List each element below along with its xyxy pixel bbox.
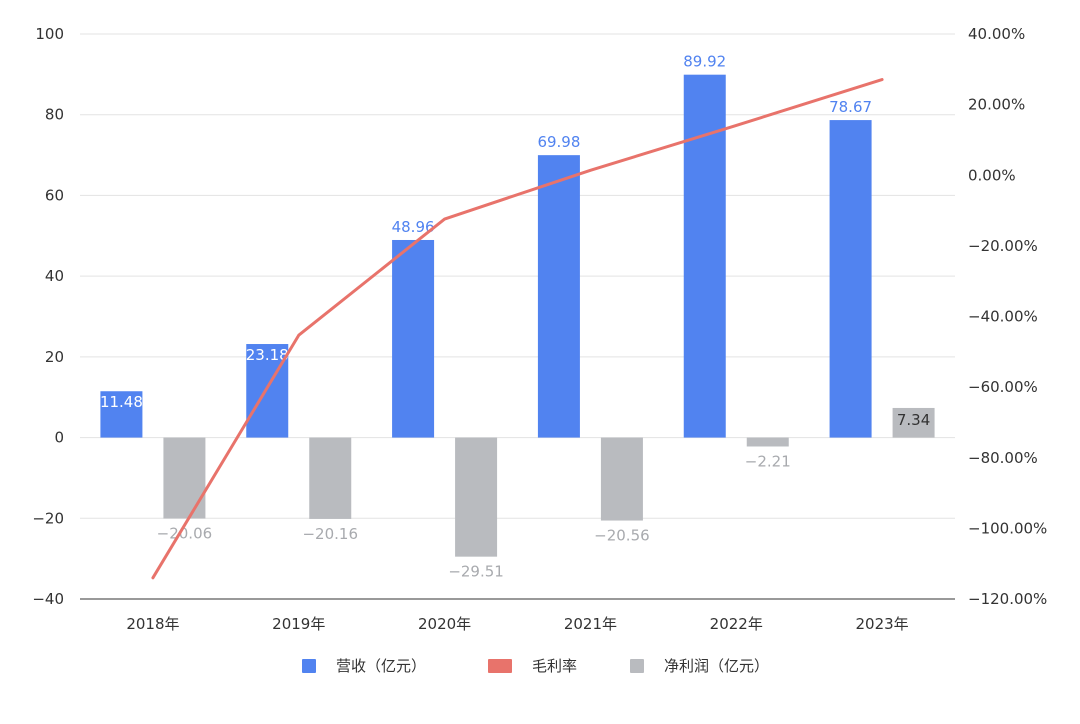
revenue-data-label: 78.67 (829, 98, 872, 116)
revenue-data-label: 89.92 (683, 53, 726, 71)
y-left-tick-label: −20 (32, 509, 64, 527)
net-profit-data-label: −2.21 (745, 452, 791, 470)
net-profit-bar (892, 407, 935, 438)
y-right-tick-label: 20.00% (968, 96, 1025, 114)
net-profit-bar (455, 437, 498, 557)
net-profit-data-label: 7.34 (897, 411, 930, 429)
y-left-tick-label: 0 (54, 429, 64, 447)
y-right-tick-label: −120.00% (968, 590, 1047, 608)
net-profit-data-label: −20.06 (157, 525, 213, 543)
legend-revenue-label: 营收（亿元） (336, 657, 426, 675)
x-tick-label: 2022年 (710, 615, 763, 633)
net-profit-bar (163, 437, 206, 519)
revenue-bar (100, 391, 143, 438)
y-right-tick-label: −60.00% (968, 378, 1038, 396)
revenue-bar (829, 120, 872, 438)
net-profit-bar (309, 437, 352, 519)
net-profit-bar (746, 437, 789, 447)
gross-margin-line (151, 78, 884, 580)
legend-net-profit-swatch (630, 659, 644, 673)
x-tick-label: 2019年 (272, 615, 325, 633)
revenue-bar (537, 155, 580, 438)
legend-revenue-swatch (302, 659, 316, 673)
y-right-tick-label: −20.00% (968, 237, 1038, 255)
y-left-tick-label: 100 (35, 25, 64, 43)
y-right-tick-label: 0.00% (968, 166, 1016, 184)
y-right-tick-label: −80.00% (968, 449, 1038, 467)
y-right-tick-label: −40.00% (968, 308, 1038, 326)
revenue-data-label: 48.96 (392, 218, 435, 236)
x-tick-label: 2020年 (418, 615, 471, 633)
legend-gross-margin-label: 毛利率 (532, 657, 577, 675)
y-right-tick-label: 40.00% (968, 25, 1025, 43)
y-left-tick-label: 40 (45, 267, 64, 285)
x-tick-label: 2021年 (564, 615, 617, 633)
y-left-tick-label: 60 (45, 186, 64, 204)
net-profit-data-label: −29.51 (448, 563, 504, 581)
y-left-tick-label: 20 (45, 348, 64, 366)
y-right-tick-label: −100.00% (968, 519, 1047, 537)
revenue-data-label: 69.98 (537, 133, 580, 151)
revenue-data-label: 23.18 (246, 346, 289, 364)
revenue-bar (392, 239, 435, 438)
legend-net-profit-label: 净利润（亿元） (664, 657, 769, 675)
revenue-bar (246, 344, 289, 438)
x-tick-label: 2023年 (855, 615, 908, 633)
y-left-tick-label: −40 (32, 590, 64, 608)
net-profit-data-label: −20.56 (594, 527, 650, 545)
revenue-data-label: 11.48 (100, 393, 143, 411)
legend-gross-margin-swatch (488, 659, 512, 673)
net-profit-data-label: −20.16 (302, 525, 358, 543)
y-left-tick-label: 80 (45, 106, 64, 124)
net-profit-bar (600, 437, 643, 521)
x-tick-label: 2018年 (126, 615, 179, 633)
